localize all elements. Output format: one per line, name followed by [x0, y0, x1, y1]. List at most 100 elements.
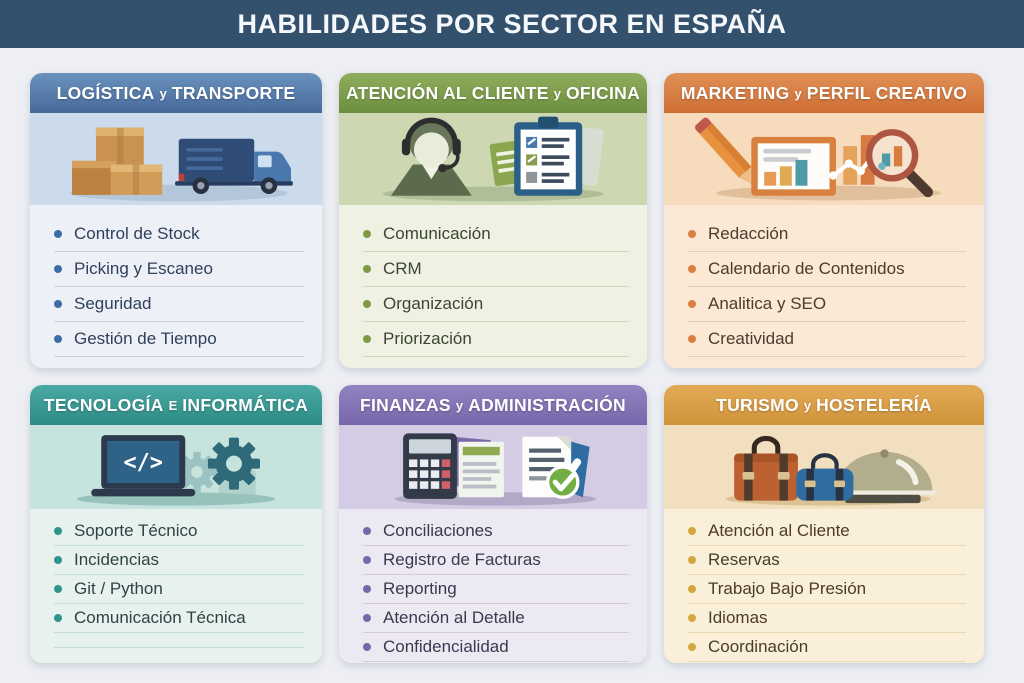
card-title-part2: OFICINA — [565, 82, 641, 103]
skill-item: Incidencias — [54, 546, 304, 575]
skill-item: Atención al Detalle — [363, 604, 629, 633]
laptop-gears-illustration: </> — [30, 425, 322, 509]
luggage-cloche-illustration — [664, 425, 984, 509]
bullet-dot-icon — [54, 299, 62, 308]
bullet-dot-icon — [54, 334, 62, 343]
skill-label: CRM — [383, 258, 422, 278]
skill-label: Incidencias — [74, 549, 160, 569]
card-title-part1: FINANZAS — [360, 394, 451, 415]
infographic: HABILIDADES POR SECTOR EN ESPAÑA LOGÍSTI… — [0, 0, 1024, 663]
skill-label: Trabajo Bajo Presión — [708, 578, 867, 598]
skill-label: Comunicación — [383, 223, 491, 243]
card-title-conjunction: E — [168, 397, 178, 413]
empty-row — [54, 633, 304, 648]
skill-list: Conciliaciones Registro de Facturas Report… — [339, 509, 647, 663]
bullet-dot-icon — [688, 584, 696, 593]
bullet-dot-icon — [688, 555, 696, 564]
bullet-dot-icon — [363, 334, 371, 343]
skill-item: Atención al Cliente — [688, 517, 966, 546]
bullet-dot-icon — [54, 555, 62, 564]
bullet-dot-icon — [363, 642, 371, 651]
skill-list: Atención al Cliente Reservas Trabajo Bajo … — [664, 509, 984, 663]
card-title-part1: MARKETING — [680, 82, 790, 103]
card-title-part1: TURISMO — [716, 394, 799, 415]
skill-label: Registro de Facturas — [383, 549, 541, 569]
skill-list: Redacción Calendario de Contenidos Analiti… — [664, 205, 984, 368]
support-agent-clipboard-illustration — [339, 113, 647, 205]
skill-item: Idiomas — [688, 604, 966, 633]
skill-label: Redacción — [708, 223, 789, 243]
bullet-dot-icon — [363, 584, 371, 593]
svg-text:</>: </> — [124, 451, 163, 476]
skill-item: Registro de Facturas — [363, 546, 629, 575]
card-marketing-perfil-creativo: MARKETING y PERFIL CREATIVO Redacción Calen… — [664, 73, 984, 368]
card-title-part2: ADMINISTRACIÓN — [468, 394, 626, 415]
page-title: HABILIDADES POR SECTOR EN ESPAÑA — [237, 8, 787, 39]
card-logistica-transporte: LOGÍSTICA y TRANSPORTE Control de Stock Pic… — [30, 73, 322, 368]
skill-item: Reservas — [688, 546, 966, 575]
bullet-dot-icon — [54, 526, 62, 535]
bullet-dot-icon — [363, 264, 371, 273]
bullet-dot-icon — [688, 642, 696, 651]
page-banner: HABILIDADES POR SECTOR EN ESPAÑA — [0, 0, 1024, 48]
bullet-dot-icon — [688, 334, 696, 343]
card-finanzas-administracion: FINANZAS y ADMINISTRACIÓN Conciliaciones Re… — [339, 385, 647, 663]
card-title-conjunction: y — [803, 397, 812, 413]
skill-item: Comunicación — [363, 217, 629, 252]
skill-label: Atención al Detalle — [383, 607, 525, 627]
bullet-dot-icon — [363, 555, 371, 564]
skill-item: Calendario de Contenidos — [688, 252, 966, 287]
skill-item: Conciliaciones — [363, 517, 629, 546]
card-title: TURISMO y HOSTELERÍA — [664, 385, 984, 425]
bullet-dot-icon — [688, 299, 696, 308]
boxes-truck-illustration — [30, 113, 322, 205]
skill-label: Atención al Cliente — [708, 520, 850, 540]
card-atencion-cliente-oficina: ATENCIÓN AL CLIENTE y OFICINA Comunicación… — [339, 73, 647, 368]
skill-list: Soporte Técnico Incidencias Git / Python Co… — [30, 509, 322, 663]
skill-item: Git / Python — [54, 575, 304, 604]
skill-label: Reporting — [383, 578, 457, 598]
skill-label: Conciliaciones — [383, 520, 493, 540]
card-title-conjunction: y — [455, 397, 464, 413]
skill-label: Calendario de Contenidos — [708, 258, 905, 278]
skill-item: Gestión de Tiempo — [54, 322, 304, 357]
skill-label: Control de Stock — [74, 223, 200, 243]
skill-label: Coordinación — [708, 636, 809, 656]
skill-label: Reservas — [708, 549, 780, 569]
skill-item: Trabajo Bajo Presión — [688, 575, 966, 604]
skill-item: Control de Stock — [54, 217, 304, 252]
pencil-chart-magnifier-illustration — [664, 113, 984, 205]
bullet-dot-icon — [363, 229, 371, 238]
card-title: LOGÍSTICA y TRANSPORTE — [30, 73, 322, 113]
skill-label: Gestión de Tiempo — [74, 328, 217, 348]
skill-item: Creatividad — [688, 322, 966, 357]
skill-item: Organización — [363, 287, 629, 322]
bullet-dot-icon — [363, 613, 371, 622]
bullet-dot-icon — [54, 229, 62, 238]
card-title-conjunction: y — [553, 85, 561, 101]
card-turismo-hosteleria: TURISMO y HOSTELERÍA Atención al Cliente Re… — [664, 385, 984, 663]
bullet-dot-icon — [363, 299, 371, 308]
card-title-part2: PERFIL CREATIVO — [806, 82, 968, 103]
skill-item: Seguridad — [54, 287, 304, 322]
bullet-dot-icon — [688, 229, 696, 238]
card-title-part1: LOGÍSTICA — [56, 82, 155, 103]
card-title-part2: HOSTELERÍA — [816, 394, 932, 415]
skill-item: Confidencialidad — [363, 633, 629, 662]
card-tecnologia-informatica: TECNOLOGÍA E INFORMÁTICA </> Soporte Técni… — [30, 385, 322, 663]
skill-item: Reporting — [363, 575, 629, 604]
skill-item: Comunicación Técnica — [54, 604, 304, 633]
card-title-part2: INFORMÁTICA — [182, 394, 309, 415]
bullet-dot-icon — [54, 584, 62, 593]
skill-label: Soporte Técnico — [74, 520, 198, 540]
skill-list: Comunicación CRM Organización Priorización — [339, 205, 647, 368]
skill-label: Git / Python — [74, 578, 163, 598]
cards-grid: LOGÍSTICA y TRANSPORTE Control de Stock Pic… — [0, 48, 1024, 663]
skill-list: Control de Stock Picking y Escaneo Segurid… — [30, 205, 322, 368]
bullet-dot-icon — [688, 526, 696, 535]
skill-item: Redacción — [688, 217, 966, 252]
skill-item: Analitica y SEO — [688, 287, 966, 322]
skill-label: Organización — [383, 293, 484, 313]
card-title: MARKETING y PERFIL CREATIVO — [664, 73, 984, 113]
card-title: ATENCIÓN AL CLIENTE y OFICINA — [339, 73, 647, 113]
